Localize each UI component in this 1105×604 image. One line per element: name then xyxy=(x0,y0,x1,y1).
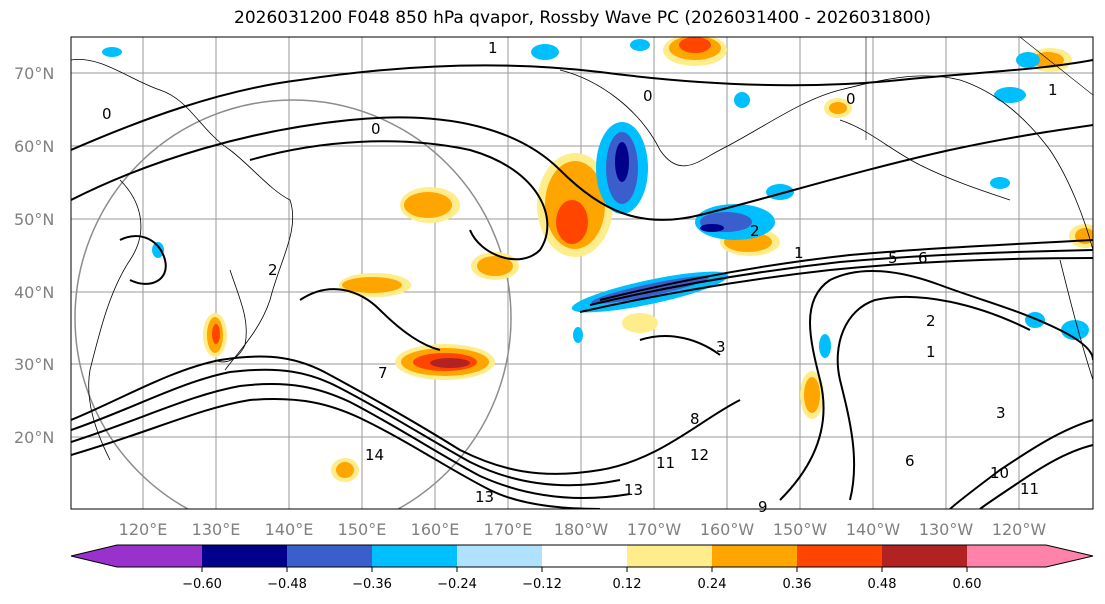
colorbar-segment xyxy=(627,545,712,567)
contour-label: 11 xyxy=(656,454,675,472)
colorbar-extend-left xyxy=(71,545,117,567)
lon-label-160w: 160°W xyxy=(700,520,755,539)
colorbar-segment xyxy=(372,545,457,567)
contour-label: 13 xyxy=(624,481,643,499)
lon-label-160e: 160°E xyxy=(411,520,460,539)
lon-label-150e: 150°E xyxy=(338,520,387,539)
colorbar-segment xyxy=(797,545,882,567)
latitude-labels: 70°N 60°N 50°N 40°N 30°N 20°N xyxy=(14,64,54,447)
contour-label: 12 xyxy=(690,446,709,464)
contour-label: 1 xyxy=(1048,81,1058,99)
map-frame xyxy=(70,36,1094,510)
lon-label-180w: 180°W xyxy=(554,520,609,539)
lon-label-120w: 120°W xyxy=(992,520,1047,539)
contour-label: 8 xyxy=(690,410,700,428)
contour-label: 6 xyxy=(905,452,915,470)
contour-label: 11 xyxy=(1020,480,1039,498)
lat-label-20n: 20°N xyxy=(14,428,54,447)
lon-label-130w: 130°W xyxy=(919,520,974,539)
contour-label: 0 xyxy=(643,87,653,105)
lon-label-130e: 130°E xyxy=(192,520,241,539)
colorbar-tick-label: 0.48 xyxy=(868,577,897,592)
lon-label-140w: 140°W xyxy=(846,520,901,539)
colorbar-tick-label: 0.36 xyxy=(783,577,812,592)
colorbar: −0.60 −0.48 −0.36 −0.24 −0.12 0.12 0.24 … xyxy=(70,544,1094,592)
contour-label: 1 xyxy=(488,39,498,57)
coastlines xyxy=(71,58,1093,461)
colorbar-tick-label: −0.12 xyxy=(522,577,562,592)
colorbar-tick-label: 0.12 xyxy=(613,577,642,592)
lon-label-120e: 120°E xyxy=(119,520,168,539)
contour-label: 13 xyxy=(475,488,494,506)
contour-label: 2 xyxy=(268,261,278,279)
contour-label: 6 xyxy=(918,249,928,267)
colorbar-segment xyxy=(542,545,627,567)
colorbar-segment xyxy=(202,545,287,567)
lat-label-70n: 70°N xyxy=(14,64,54,83)
colorbar-segment xyxy=(712,545,797,567)
contour-label: 2 xyxy=(926,312,936,330)
colorbar-tick-label: −0.60 xyxy=(182,577,222,592)
colorbar-segment xyxy=(117,545,202,567)
region-circle xyxy=(74,99,512,509)
contour-label: 0 xyxy=(102,105,112,123)
contour-label: 3 xyxy=(996,404,1006,422)
contour-label: 1 xyxy=(926,343,936,361)
gridlines xyxy=(71,37,1093,509)
lat-label-50n: 50°N xyxy=(14,210,54,229)
colorbar-segment xyxy=(457,545,542,567)
colorbar-outline xyxy=(70,544,1094,568)
colorbar-extend-right xyxy=(1046,545,1093,567)
contour-lines xyxy=(71,59,1093,509)
lon-label-170w: 170°W xyxy=(627,520,682,539)
contour-label: 0 xyxy=(371,120,381,138)
contour-label: 1 xyxy=(794,244,804,262)
map-content xyxy=(71,37,1093,509)
colorbar-tick-label: 0.24 xyxy=(698,577,727,592)
colorbar-tick-label: −0.24 xyxy=(437,577,477,592)
lat-label-40n: 40°N xyxy=(14,283,54,302)
map-title: 2026031200 F048 850 hPa qvapor, Rossby W… xyxy=(234,8,931,28)
contour-label: 9 xyxy=(758,498,768,516)
colorbar-tick-label: 0.60 xyxy=(953,577,982,592)
contour-label: 10 xyxy=(990,464,1009,482)
lat-label-30n: 30°N xyxy=(14,355,54,374)
contour-label-group: 1 0 0 0 0 2 2 1 5 6 7 8 3 13 14 12 11 13… xyxy=(102,39,1058,516)
contour-label: 7 xyxy=(378,364,388,382)
colorbar-tick-label: −0.36 xyxy=(352,577,392,592)
colorbar-tick-label: −0.48 xyxy=(267,577,307,592)
colorbar-segment xyxy=(967,545,1046,567)
colorbar-segment xyxy=(882,545,967,567)
contour-label: 3 xyxy=(716,338,726,356)
contour-label: 14 xyxy=(365,446,384,464)
lon-label-170e: 170°E xyxy=(484,520,533,539)
contour-label: 2 xyxy=(750,222,760,240)
longitude-labels: 120°E 130°E 140°E 150°E 160°E 170°E 180°… xyxy=(119,520,1047,539)
anomaly-patches xyxy=(102,37,1093,482)
contour-label: 0 xyxy=(846,90,856,108)
lon-label-150w: 150°W xyxy=(773,520,828,539)
colorbar-segment xyxy=(287,545,372,567)
borders xyxy=(865,37,1093,140)
lat-label-60n: 60°N xyxy=(14,137,54,156)
map-background xyxy=(71,37,1093,509)
lon-label-140e: 140°E xyxy=(265,520,314,539)
contour-label: 5 xyxy=(888,249,898,267)
